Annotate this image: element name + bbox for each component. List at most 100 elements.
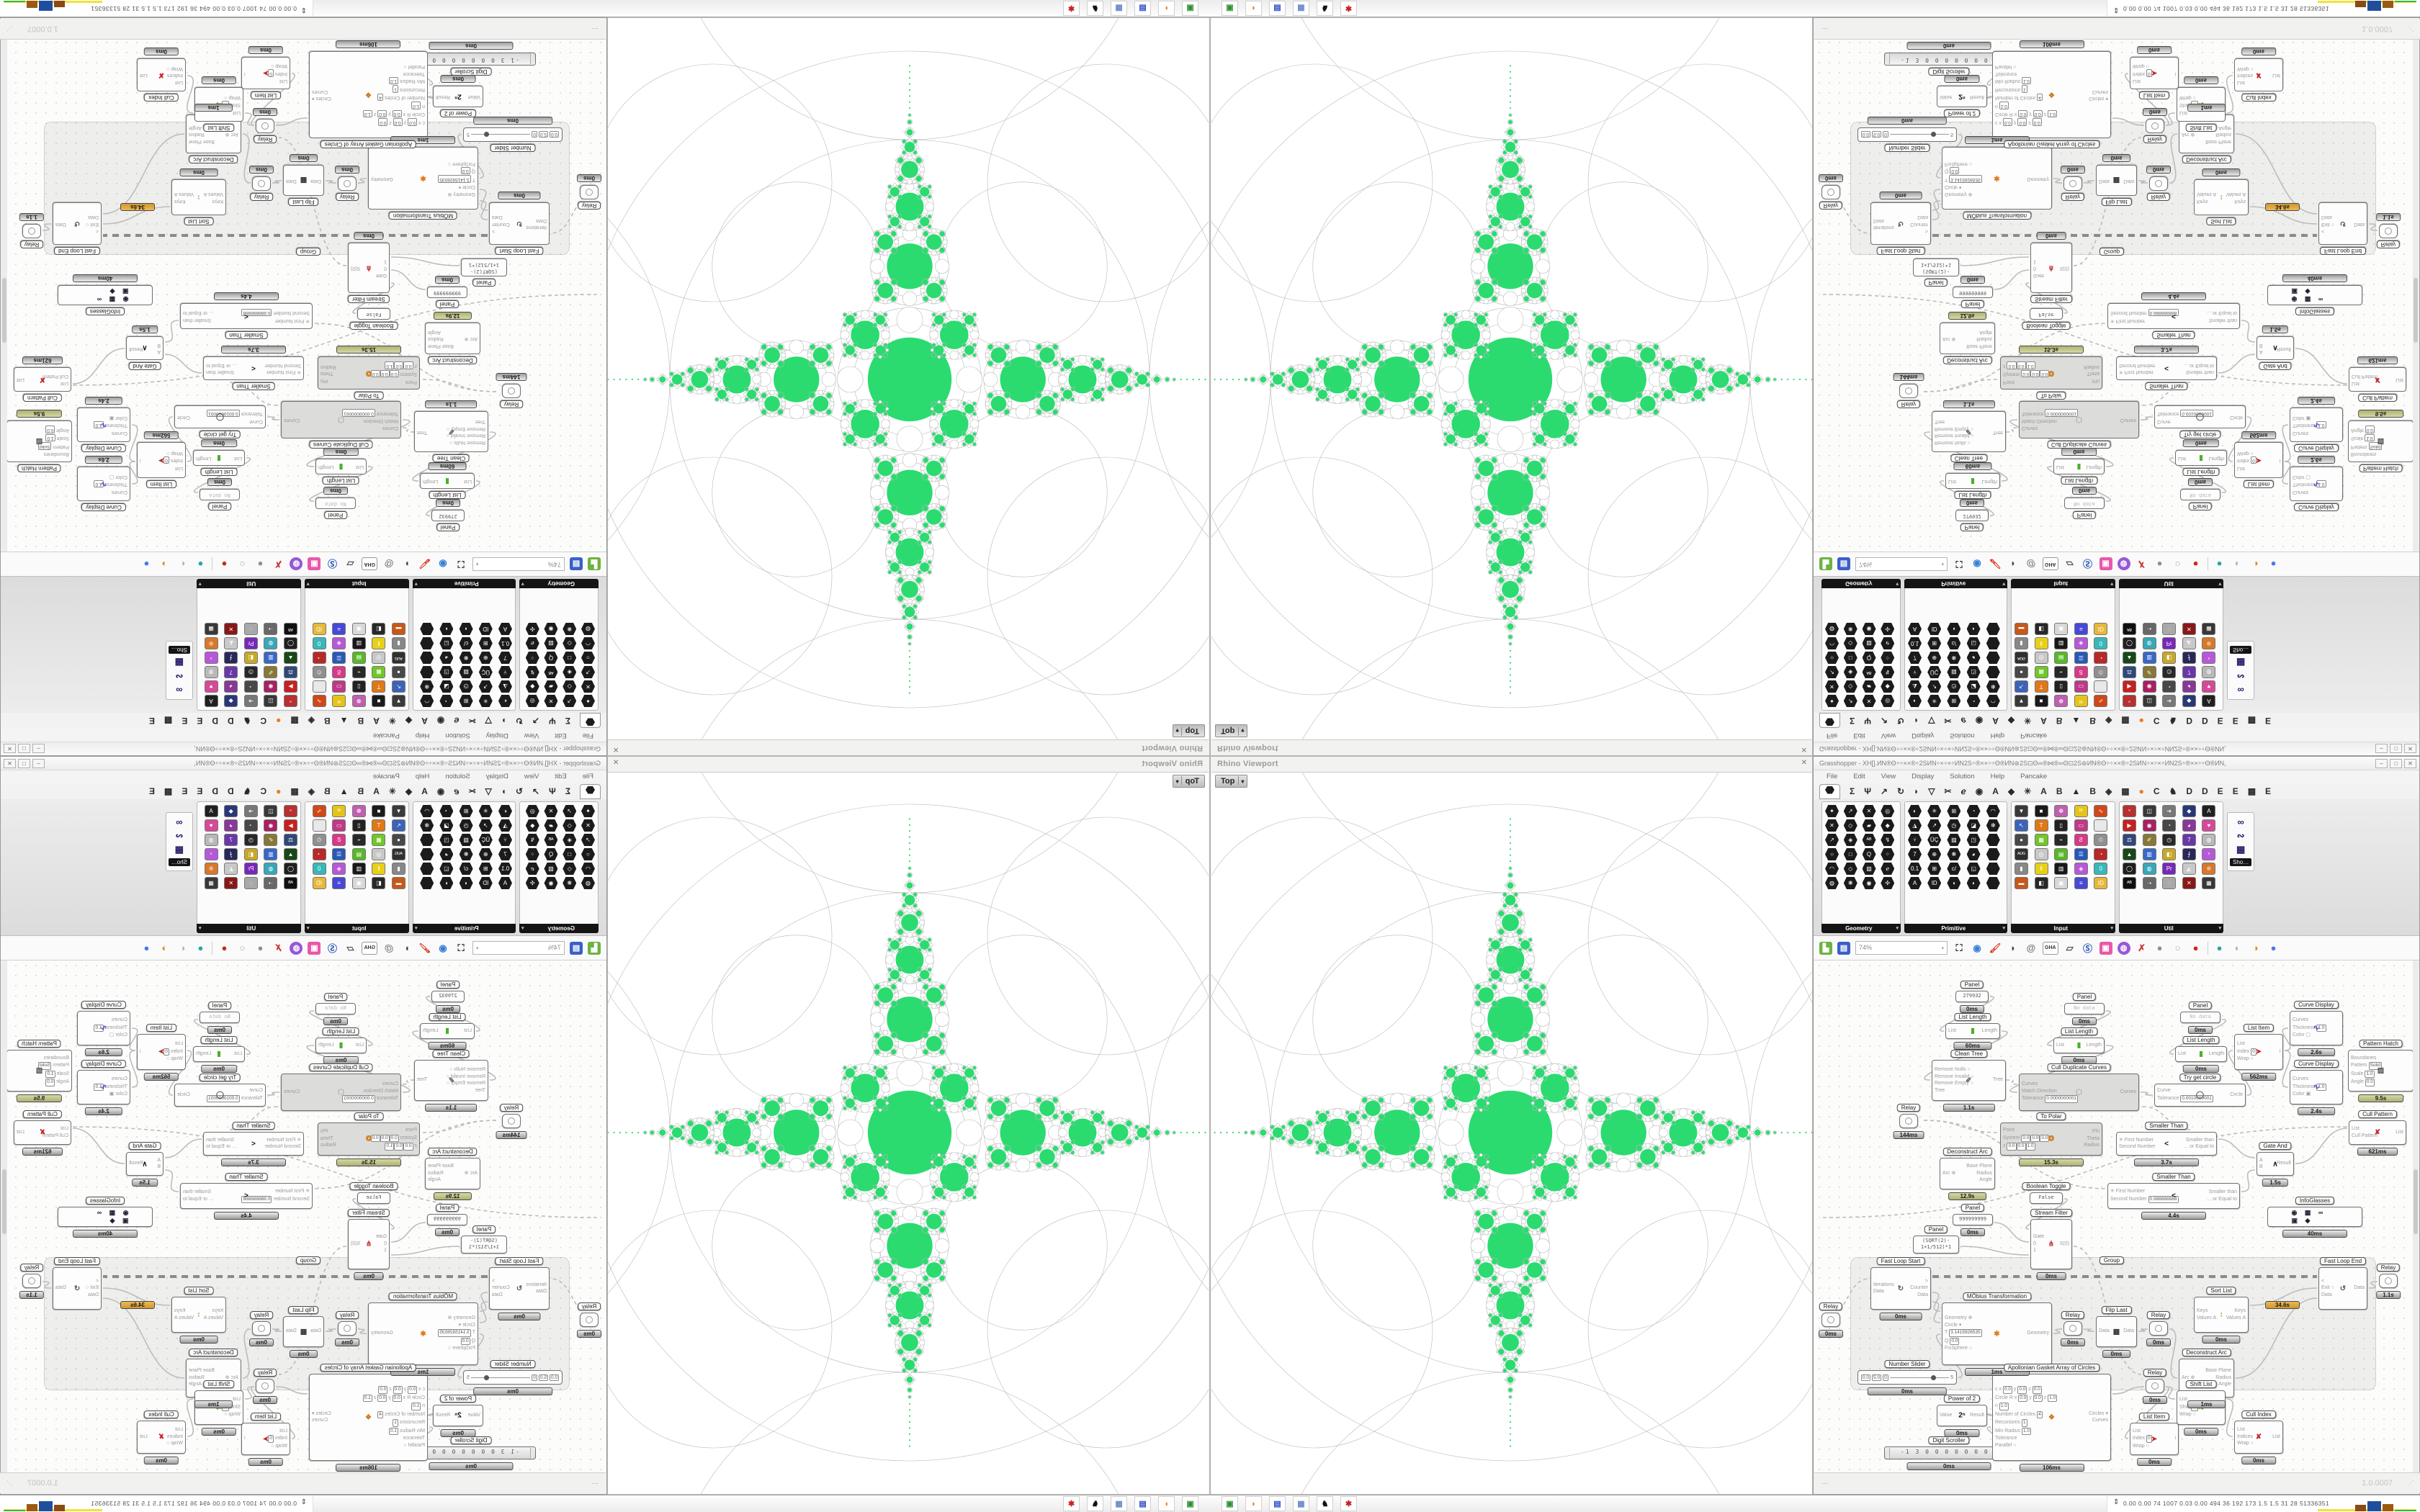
component-icon[interactable]: ✣ bbox=[526, 623, 539, 635]
component-icon[interactable]: ✳ bbox=[479, 695, 493, 707]
component-icon[interactable]: ▮ bbox=[392, 637, 405, 649]
component-icon[interactable] bbox=[420, 877, 434, 889]
taskbar-red-gear-icon[interactable]: ✱ bbox=[1063, 1496, 1080, 1511]
component-icon[interactable]: ◯ bbox=[284, 637, 297, 649]
component-icon[interactable]: ♥ bbox=[2202, 819, 2216, 832]
component-icon[interactable]: ◔ bbox=[2162, 819, 2177, 832]
component-icon[interactable]: ◌ bbox=[243, 623, 258, 635]
maximize-button[interactable]: □ bbox=[18, 744, 30, 753]
component-icon[interactable]: ◈ bbox=[332, 637, 346, 649]
component-icon[interactable]: ❁ bbox=[351, 805, 366, 817]
component-icon[interactable]: ✣ bbox=[526, 877, 539, 889]
component-icon[interactable]: ◠ bbox=[581, 637, 595, 649]
palette-tab-util[interactable]: Util ▾ bbox=[2119, 924, 2223, 933]
tab-icon-21[interactable]: D bbox=[2186, 786, 2192, 796]
search-icon[interactable]: Ⓢ bbox=[2083, 943, 2093, 954]
component-icon[interactable]: ➝ bbox=[264, 623, 278, 635]
tab-icon-4[interactable]: ◗ bbox=[1914, 716, 1919, 726]
component-icon[interactable]: ◆ bbox=[526, 819, 539, 832]
component-icon[interactable]: ● bbox=[392, 834, 405, 846]
gh-node-deconstruct-arc[interactable]: Arc ⊕ Base Plane Radius Angle bbox=[425, 323, 480, 354]
tab-icon-20[interactable]: ♞ bbox=[243, 786, 251, 796]
component-icon[interactable]: ◯ bbox=[284, 863, 297, 875]
component-icon[interactable]: ◧ bbox=[2162, 652, 2177, 664]
component-icon[interactable]: ᵛ bbox=[2123, 695, 2136, 707]
component-icon[interactable]: ◠ bbox=[581, 863, 595, 875]
component-icon[interactable]: ◐ bbox=[1908, 695, 1922, 707]
component-icon[interactable]: ➝ bbox=[2142, 623, 2156, 635]
gh-node-flip-last[interactable]: Data Data ▦ bbox=[283, 1316, 324, 1347]
component-icon[interactable]: ♥ bbox=[204, 680, 218, 693]
gh-node-cull-pattern[interactable]: List Cull Pattern List ✘ bbox=[2349, 367, 2406, 392]
menu-display[interactable]: Display bbox=[485, 732, 508, 739]
blue-sphere-icon[interactable]: ● bbox=[2270, 559, 2277, 570]
tab-icon-8[interactable]: ◉ bbox=[436, 716, 445, 726]
component-icon[interactable]: ◪ bbox=[1967, 680, 1981, 693]
bake-icon[interactable]: ◗ bbox=[404, 559, 410, 570]
tab-icon-18[interactable]: ● bbox=[276, 786, 282, 796]
component-icon[interactable]: ● bbox=[392, 666, 405, 678]
component-icon[interactable]: ℯ bbox=[526, 863, 539, 875]
component-icon[interactable]: ⁘ bbox=[526, 652, 539, 664]
component-icon[interactable]: Q bbox=[1862, 848, 1876, 860]
component-icon[interactable]: ◪ bbox=[439, 680, 453, 693]
remote-icon[interactable]: @ bbox=[2026, 559, 2036, 570]
component-icon[interactable]: ᴬᵁᴳ bbox=[392, 848, 405, 860]
search-icon[interactable]: Ⓢ bbox=[327, 558, 337, 569]
minimize-button[interactable]: ‒ bbox=[2375, 744, 2388, 753]
component-icon[interactable]: Pr bbox=[243, 637, 258, 649]
gh-node-panel[interactable]: No data bbox=[2180, 1012, 2220, 1023]
tab-icon-12[interactable]: A bbox=[2040, 716, 2047, 726]
component-icon[interactable]: ᴬᵁᴳ bbox=[392, 652, 405, 664]
gh-node-curve-display[interactable]: Curves Thickness 1.0 Color ▣ ∿ bbox=[77, 408, 130, 442]
component-icon[interactable]: ∿ bbox=[2094, 805, 2108, 817]
gh-node-gate-and[interactable]: A B Result ∧ bbox=[2257, 1152, 2294, 1176]
component-icon[interactable]: ↖ bbox=[2015, 819, 2028, 832]
component-icon[interactable]: ◇ bbox=[563, 637, 576, 649]
component-icon[interactable]: ◎ bbox=[1881, 805, 1895, 817]
viewport-close-icon[interactable]: ✕ bbox=[1801, 745, 1807, 753]
close-button[interactable]: ✕ bbox=[4, 744, 16, 753]
gh-node-panel[interactable]: (SQRT(2)- 1+1/512)*1 bbox=[461, 258, 507, 276]
component-icon[interactable]: ▮ bbox=[2015, 637, 2028, 649]
gh-node-smaller-than[interactable]: ✳ First Number Second Number 0.988888888 S… bbox=[2107, 1183, 2240, 1209]
component-icon[interactable]: ◱ bbox=[439, 863, 453, 875]
tab-icon-24[interactable]: E bbox=[2232, 716, 2238, 726]
component-icon[interactable]: ⏲ bbox=[2094, 666, 2108, 678]
component-icon[interactable]: ▥ bbox=[351, 637, 366, 649]
wire-sphere-icon[interactable]: ○ bbox=[239, 559, 246, 570]
gh-node-clean-tree[interactable]: Remove Nulls ○ Remove Invalid ○ Remove Emp… bbox=[414, 1060, 488, 1101]
gh-node-power-of-2[interactable]: Value Result 2ⁿ bbox=[1937, 86, 1987, 107]
taskbar-console-icon[interactable]: ▣ bbox=[1222, 1496, 1238, 1511]
component-icon[interactable] bbox=[420, 637, 434, 649]
component-icon[interactable]: ◮ bbox=[1908, 680, 1922, 693]
component-icon[interactable]: ◎ bbox=[2034, 848, 2048, 860]
gh-node-curve-display[interactable]: Curves Thickness 1.0 Color ▣ ∿ bbox=[2290, 1070, 2343, 1104]
component-icon[interactable]: ◕ bbox=[1966, 848, 1981, 860]
gh-node-relay[interactable] bbox=[2149, 1321, 2168, 1336]
tab-icon-14[interactable]: ▲ bbox=[339, 716, 349, 726]
bake-icon[interactable]: ◗ bbox=[2010, 559, 2016, 570]
tab-icon-23[interactable]: E bbox=[197, 716, 203, 726]
palette-tab-input[interactable]: Input ▾ bbox=[305, 924, 409, 933]
tab-icon-13[interactable]: B bbox=[357, 716, 364, 726]
component-icon[interactable]: ✕ bbox=[1825, 819, 1839, 832]
component-icon[interactable]: ◔ bbox=[2094, 652, 2108, 664]
tab-icon-2[interactable]: ↗ bbox=[1880, 786, 1888, 796]
canvas-scrollbar[interactable] bbox=[1, 960, 7, 1473]
component-icon[interactable]: ⨍ bbox=[224, 652, 238, 664]
gh-node-list-length[interactable]: List Length ▮ bbox=[2053, 459, 2105, 474]
gh-node-cull-index[interactable]: List Indices Wrap ○ List ✘ bbox=[2234, 1421, 2283, 1454]
gh-node-sort-list[interactable]: Keys Values A Keys Values A ↕ bbox=[2194, 179, 2249, 215]
grasshopper-titlebar[interactable]: Grasshopper - XH[].ИN®Θ÷÷××®÷2SИN÷×÷×÷ИN… bbox=[1, 742, 606, 755]
gh-node-list-item[interactable]: List Index 0 Wrap ○ i ➤ bbox=[2130, 57, 2179, 89]
publish-icon[interactable]: ▱ bbox=[2066, 942, 2074, 953]
float-icon[interactable]: ▦ bbox=[2236, 657, 2246, 668]
component-icon[interactable]: ◆ bbox=[224, 695, 238, 707]
component-icon[interactable]: Q bbox=[544, 848, 558, 860]
gh-node-relay[interactable] bbox=[502, 1114, 521, 1128]
gh-node-number-slider[interactable]: 0.0 5.0 0 5 bbox=[463, 1370, 563, 1385]
tab-icon-7[interactable]: ℯ bbox=[454, 786, 460, 796]
float-icon[interactable]: ∾ bbox=[175, 830, 184, 841]
component-icon[interactable]: ↗ bbox=[563, 805, 576, 817]
